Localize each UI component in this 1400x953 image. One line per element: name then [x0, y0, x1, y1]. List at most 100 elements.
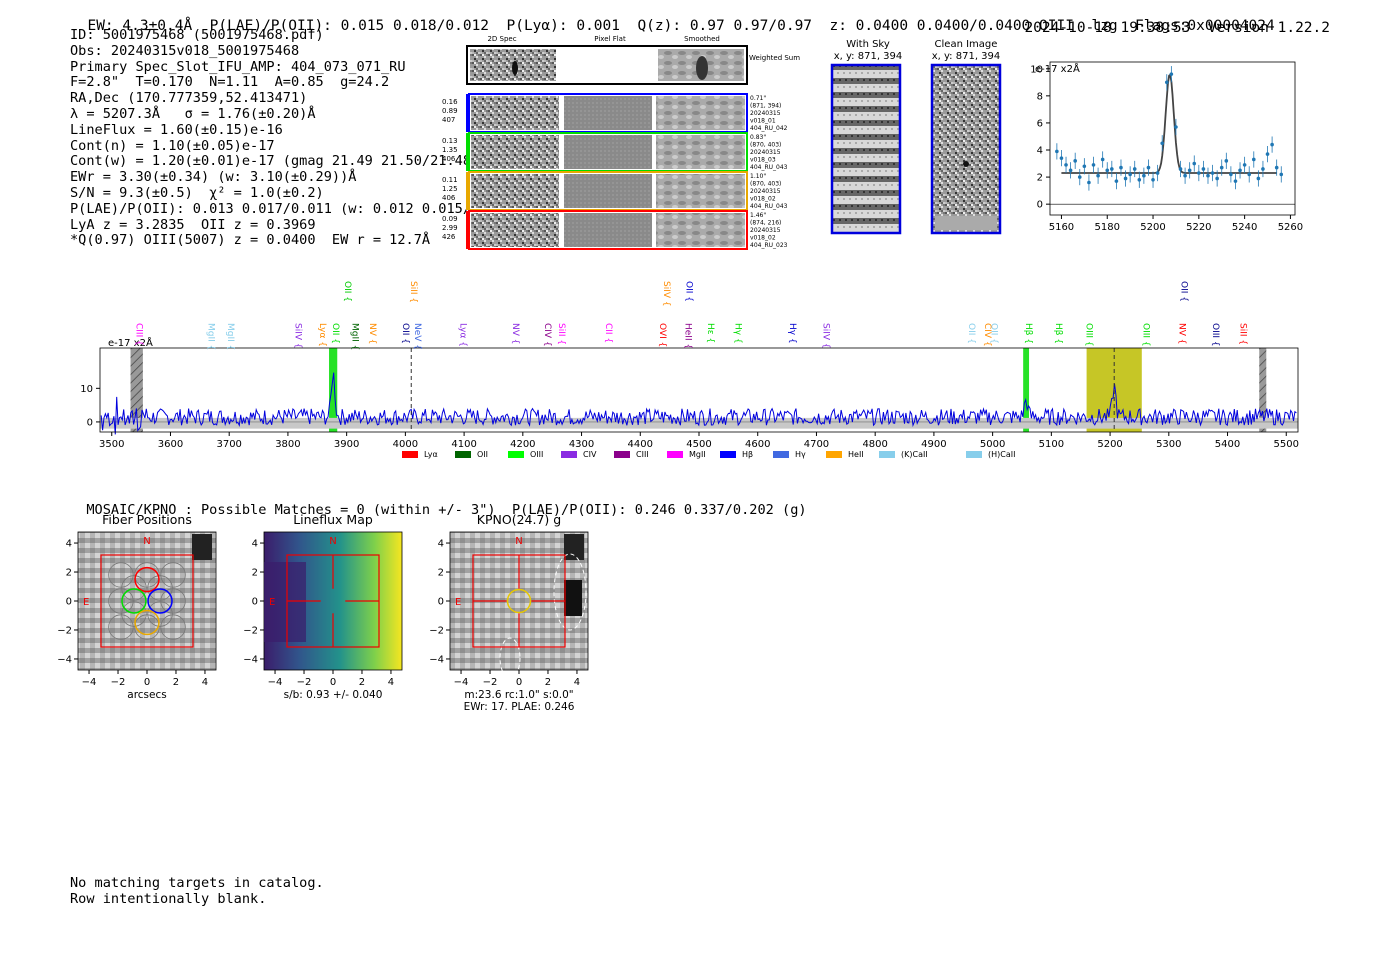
clean-image	[930, 63, 1002, 235]
spec-line-label: OIII {	[1210, 323, 1220, 347]
col-title-flat: Pixel Flat	[594, 35, 626, 43]
zoom-point	[1137, 177, 1142, 182]
legend-swatch	[966, 451, 982, 458]
spec-band	[329, 348, 338, 432]
legend-label: (H)CaII	[988, 450, 1015, 459]
source-ellipse	[553, 553, 587, 631]
zoom-xtick-label: 5160	[1049, 222, 1074, 233]
fiber-circle	[134, 614, 160, 640]
detection-info: ID: 5001975468 (5001975468.pdf) Obs: 202…	[70, 27, 512, 249]
zoom-point	[1059, 156, 1064, 160]
spec-line-label: OII {	[342, 281, 352, 302]
legend-swatch	[455, 451, 471, 458]
compass-north: N	[515, 536, 522, 547]
fiber-circle	[121, 601, 147, 627]
zoom-point	[1251, 157, 1256, 162]
panel-ytick-label: −2	[57, 625, 72, 636]
panel-xtick-label: 0	[516, 677, 522, 688]
panel-xtick-label: 2	[173, 677, 179, 688]
cutout-left-label: 1.35	[442, 146, 458, 154]
zoom-point	[1210, 171, 1215, 175]
spec-line-label: CIV {	[542, 323, 552, 347]
legend-swatch	[826, 451, 842, 458]
panel-xtick-label: −4	[268, 677, 283, 688]
spec-line-label: Hγ {	[732, 323, 742, 344]
cutout-left-label: 406	[442, 194, 456, 202]
panel-ytick-label: 0	[66, 597, 72, 608]
flux-low	[264, 562, 306, 642]
legend-label: OIII	[530, 450, 543, 459]
catalog-notes: No matching targets in catalog. Row inte…	[70, 875, 324, 907]
panel-ytick-label: −4	[57, 654, 72, 665]
info-line: LyA z = 3.2835 OII z = 0.3969	[70, 216, 316, 233]
spec-xtick-label: 4900	[921, 439, 946, 450]
cutout-left-label: 0.16	[442, 98, 458, 106]
fiber-circle	[147, 601, 173, 627]
dark-source	[564, 534, 584, 560]
zoom-point	[1091, 163, 1096, 167]
spec-line-label: SiIV {	[293, 323, 303, 349]
panel-subtitle: m:23.6 rc:1.0" s:0.0"	[464, 689, 573, 701]
zoom-point	[1197, 171, 1201, 175]
fiber-circle	[121, 575, 147, 601]
info-line: LineFlux = 1.60(±0.15)e-16	[70, 121, 283, 138]
panel-title: Lineflux Map	[293, 512, 373, 527]
spec-line-label: Hγ {	[787, 323, 797, 344]
cutout-2d	[471, 96, 559, 130]
cutout-color-bar	[466, 94, 469, 132]
info-line: EWr = 3.30(±0.34) (w: 3.10(±0.29))Å	[70, 169, 357, 186]
legend-swatch	[879, 451, 895, 458]
imaging-panels: Fiber Positions N E 4 2 0 −2 −4 −4 −2 0 2 4 arcsecs Li…	[57, 512, 589, 713]
panel-ytick-label: 4	[438, 539, 444, 550]
zoom-point	[1123, 176, 1128, 181]
spec-line-label: OII {	[966, 323, 976, 344]
cutout-right-label: 20240315	[750, 227, 781, 234]
zoom-point	[1174, 125, 1178, 129]
spec-xtick-label: 5000	[980, 439, 1005, 450]
spec-line-label: SiIV {	[661, 281, 671, 307]
cutout-color-bar	[466, 172, 469, 210]
cutout-right-label: 20240315	[750, 149, 781, 156]
spec-xtick-label: 4300	[569, 439, 594, 450]
aperture-box	[100, 554, 194, 648]
fiber-circle	[134, 562, 160, 588]
spec-line-label: Lyα {	[317, 323, 327, 347]
spec-line-label: Hβ {	[1023, 323, 1033, 344]
panel-ytick-label: −2	[243, 625, 258, 636]
panel-xtick-label: 2	[545, 677, 551, 688]
spec-hatched	[130, 348, 143, 432]
cutout-left-label: 0.89	[442, 107, 458, 115]
zoom-point	[1270, 142, 1274, 147]
spec-xtick-label: 4000	[393, 439, 418, 450]
legend-swatch	[614, 451, 630, 458]
zoom-ytick-label: 4	[1037, 146, 1043, 157]
clean-title: Clean Image	[935, 39, 998, 50]
zoom-point	[1224, 159, 1229, 163]
cutout-color-bar	[466, 133, 469, 171]
aperture-circle	[506, 588, 532, 614]
panel-ytick-label: 2	[438, 568, 444, 579]
zoom-point	[1146, 165, 1151, 170]
info-line: Cont(n) = 1.10(±0.05)e-17	[70, 137, 275, 154]
panel-ytick-label: 2	[66, 568, 72, 579]
zoom-point	[1082, 164, 1087, 169]
spec-ytick-label: 0	[87, 417, 93, 428]
spec-line-label: OIII {	[1084, 323, 1094, 347]
legend-label: Hβ	[742, 450, 753, 459]
zoom-point	[1178, 167, 1183, 171]
spec-line-label: OVI {	[657, 323, 667, 347]
col-title-smooth: Smoothed	[684, 35, 720, 43]
zoom-ytick-label: 2	[1037, 173, 1043, 184]
legend-swatch	[667, 451, 683, 458]
zoom-point	[1132, 167, 1137, 171]
legend-label: OII	[477, 450, 488, 459]
spec-line-label: NeV {	[412, 323, 422, 350]
info-line: λ = 5207.3Å σ = 1.76(±0.20)Å	[70, 105, 316, 122]
zoom-point	[1077, 175, 1082, 179]
zoom-point	[1265, 152, 1270, 156]
zoom-point	[1169, 72, 1174, 76]
spec-hatched	[1259, 348, 1267, 432]
spec-line-label: NV {	[510, 323, 520, 344]
dark-source	[564, 580, 582, 616]
version: Version 1.22.2	[1207, 20, 1330, 36]
